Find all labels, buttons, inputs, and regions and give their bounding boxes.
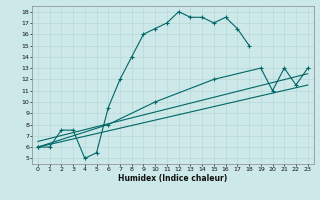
X-axis label: Humidex (Indice chaleur): Humidex (Indice chaleur) <box>118 174 228 183</box>
